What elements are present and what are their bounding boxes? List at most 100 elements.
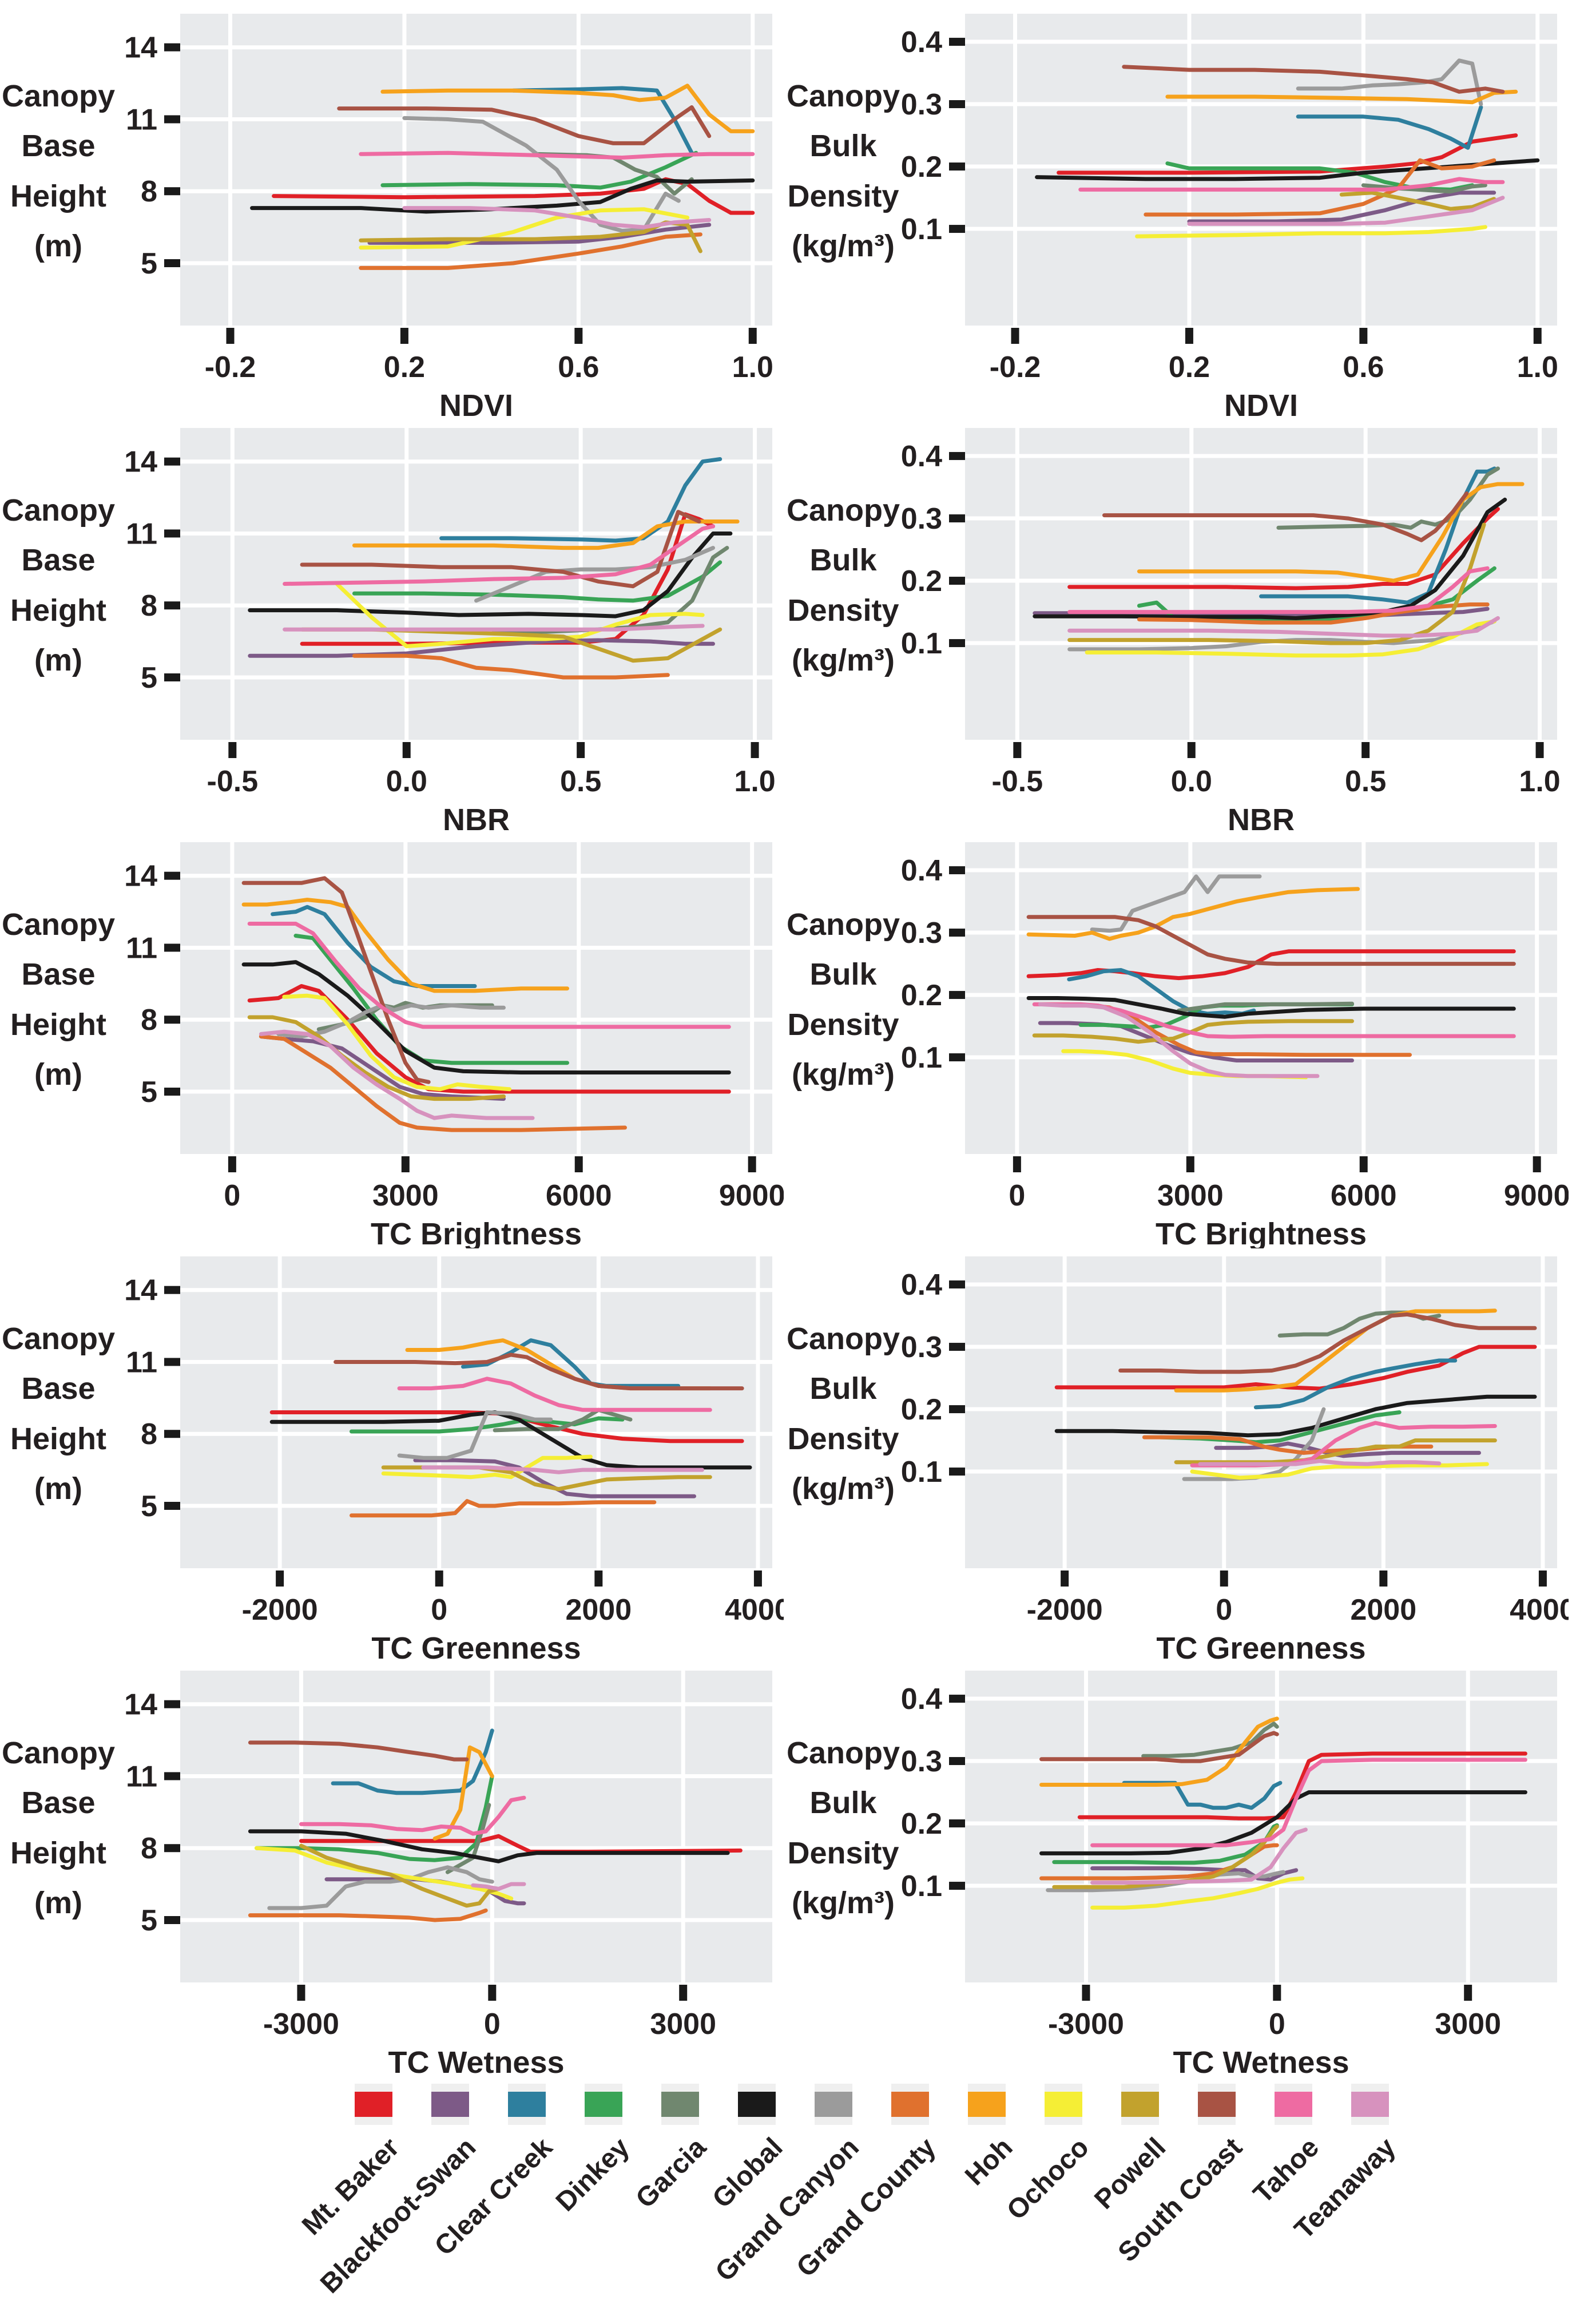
legend-item-mt_baker: Mt. Baker [296, 2084, 405, 2241]
x-tick-label: 6000 [1331, 1179, 1397, 1212]
legend-swatch-ochoco [1045, 2092, 1082, 2117]
legend-swatch-clear_creek [508, 2092, 546, 2117]
series-line-teanaway [1038, 1002, 1320, 1078]
panel-cbd-nbr: Canopy Bulk Density (kg/m³) 0.4 0.3 0.2 0.1 -0.5… [786, 421, 1572, 837]
y-tick-label: 11 [126, 1760, 157, 1793]
x-tick-label: 0.0 [386, 765, 427, 798]
legend-key-tile [1121, 2084, 1159, 2125]
x-tick-mark [1361, 742, 1370, 758]
x-tick-mark [297, 1985, 305, 2001]
y-tick-label: 0.4 [901, 26, 942, 59]
x-tick-mark [401, 1156, 410, 1172]
y-axis-label-line: Canopy [786, 78, 900, 113]
x-tick-label: -0.5 [207, 765, 259, 798]
series-line-tahoe [283, 524, 715, 586]
y-axis-label-line: Density [787, 1007, 899, 1042]
legend-swatch-blackfoot_swan [431, 2092, 469, 2117]
x-axis-title: NBR [443, 803, 510, 834]
x-tick-mark [1220, 1571, 1228, 1587]
y-tick-mark [949, 1695, 965, 1703]
legend-item-dinkey: Dinkey [550, 2084, 635, 2217]
y-axis-label-line: Density [787, 1835, 899, 1870]
x-tick-mark [679, 1985, 688, 2001]
legend-item-tahoe: Tahoe [1248, 2084, 1325, 2210]
figure-row: Canopy Base Height (m) 14 11 8 5 -0.5 0.0 0.5 1.0 NB… [2, 421, 1572, 837]
legend-swatch-south_coast [1198, 2092, 1236, 2117]
y-axis-label-line: Canopy [786, 493, 900, 528]
series-line-tahoe [299, 1795, 526, 1836]
x-tick-label: 1.0 [732, 351, 773, 384]
x-tick-label: 1.0 [1517, 351, 1558, 384]
legend-key-tile [1198, 2084, 1236, 2125]
series-line-teanaway [1090, 1827, 1308, 1885]
legend-item-global: Global [706, 2084, 788, 2214]
y-tick-label: 0.2 [901, 979, 942, 1012]
x-axis-title: TC Greenness [371, 1631, 581, 1663]
legend: Mt. Baker Blackfoot-Swan Clear Creek Dinkey… [0, 2084, 1572, 2324]
x-tick-label: 1.0 [734, 765, 775, 798]
legend-item-south_coast: South Coast [1113, 2084, 1248, 2268]
series-line-mt_baker [1067, 507, 1500, 590]
y-axis-label-line: Bulk [809, 129, 877, 164]
x-tick-label: 0.6 [1343, 351, 1384, 384]
legend-label: Dinkey [550, 2132, 636, 2218]
series-line-clear_creek [511, 86, 694, 155]
y-tick-label: 0.4 [901, 1268, 942, 1302]
y-tick-mark [949, 991, 965, 1000]
x-tick-mark [1533, 1156, 1541, 1172]
x-tick-mark [228, 742, 237, 758]
series-line-global [1026, 996, 1516, 1019]
series-line-hoh [1137, 482, 1525, 583]
x-tick-label: 1.0 [1519, 765, 1560, 798]
panel-plot-cbd-tcw: 0.4 0.3 0.2 0.1 -3000 0 3000 TC Wetness [901, 1671, 1557, 2080]
series-line-hoh [380, 84, 755, 133]
y-tick-label: 8 [141, 589, 157, 622]
x-tick-label: -2000 [1027, 1593, 1103, 1627]
series-line-clear_creek [331, 1728, 494, 1795]
y-tick-label: 11 [126, 1346, 157, 1379]
legend-item-grand_canyon: Grand Canyon [710, 2084, 865, 2287]
x-tick-mark [402, 742, 411, 758]
x-tick-label: 0.0 [1171, 765, 1212, 798]
plot-area-wrap: 0.4 0.3 0.2 0.1 -0.2 0.2 0.6 1.0 NDVI [899, 7, 1569, 423]
x-tick-label: -3000 [1048, 2008, 1124, 2041]
series-line-south_coast [1122, 65, 1505, 94]
x-tick-label: 0.5 [560, 765, 601, 798]
series-line-teanaway [283, 624, 705, 632]
legend-key-tile [1351, 2084, 1389, 2125]
y-axis-label-line: (m) [34, 1471, 82, 1506]
legend-swatch-dinkey [585, 2092, 622, 2117]
x-tick-mark [400, 328, 408, 344]
y-tick-label: 0.3 [901, 917, 942, 950]
y-axis-label-line: Canopy [1, 1321, 116, 1356]
y-tick-mark [164, 1844, 180, 1853]
panel-cbh-tcg: Canopy Base Height (m) 14 11 8 5 -2000 0 2000 4000 T… [1, 1250, 791, 1665]
series-line-south_coast [248, 1740, 469, 1762]
x-tick-mark [1185, 328, 1193, 344]
figure-row: Canopy Base Height (m) 14 11 8 5 -0.2 0.2 0.6 1.0 ND… [2, 7, 1572, 423]
x-tick-label: 0 [1269, 2008, 1285, 2041]
series-line-grand_canyon [1067, 619, 1496, 652]
y-axis-label-line: Height [10, 1835, 106, 1870]
x-tick-mark [1013, 742, 1022, 758]
x-axis-title: NBR [1228, 803, 1295, 834]
x-tick-label: 0.2 [1169, 351, 1210, 384]
x-tick-label: 0 [224, 1179, 240, 1212]
series-line-blackfoot_swan [1187, 191, 1496, 224]
panel-background [180, 1671, 772, 1982]
x-tick-label: 3000 [372, 1179, 439, 1212]
legend-key-tile [661, 2084, 699, 2125]
y-tick-label: 11 [126, 931, 157, 965]
x-tick-mark [1186, 1156, 1194, 1172]
series-line-blackfoot_swan [413, 1458, 696, 1498]
series-line-grand_county [1039, 1843, 1279, 1881]
y-tick-mark [164, 1772, 180, 1780]
y-tick-label: 0.1 [901, 627, 942, 660]
y-tick-mark [164, 601, 180, 610]
y-axis-label-line: Density [787, 179, 899, 213]
plot-area-wrap: 0.4 0.3 0.2 0.1 -3000 0 3000 TC Wetness [899, 1664, 1569, 2080]
y-axis-label-line: Base [21, 129, 96, 164]
y-axis-label-line: (m) [34, 643, 82, 677]
series-line-tahoe [1090, 1758, 1527, 1847]
x-tick-label: 4000 [725, 1593, 784, 1627]
